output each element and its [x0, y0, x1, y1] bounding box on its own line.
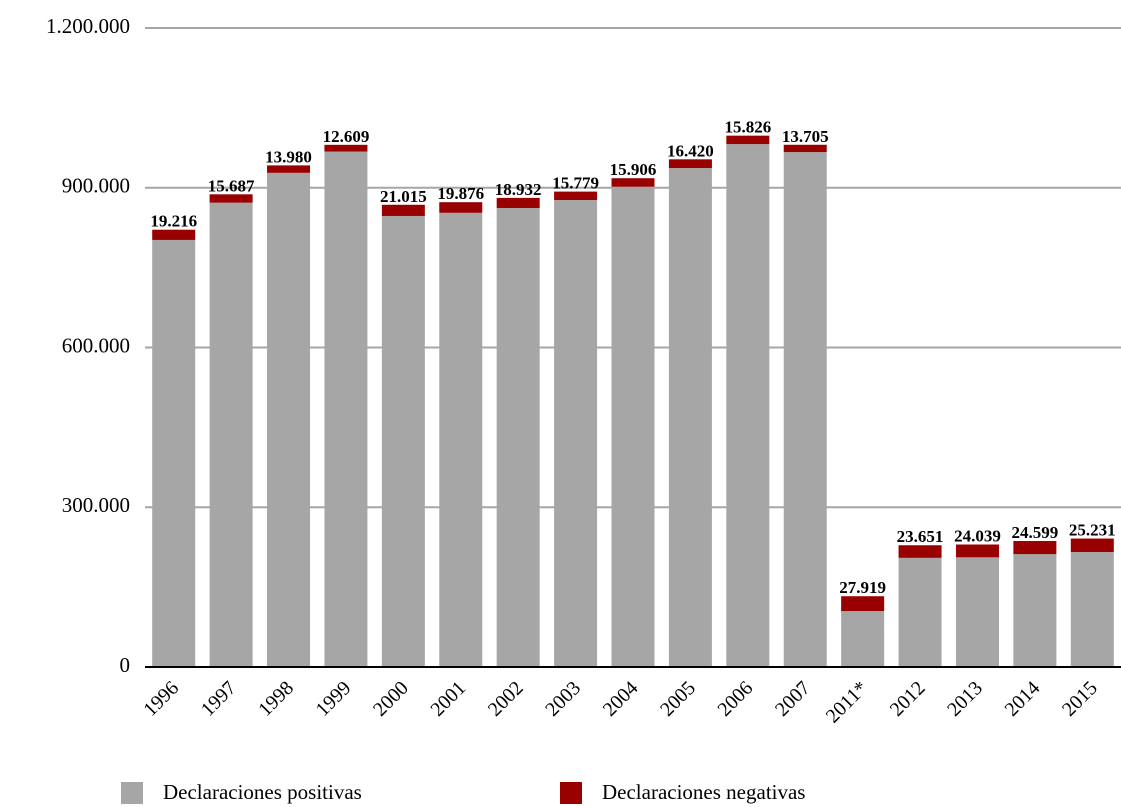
data-label: 12.609	[323, 127, 370, 146]
bar-segment	[898, 545, 942, 558]
data-label: 16.420	[667, 141, 714, 160]
data-label: 23.651	[897, 527, 944, 546]
x-tick-label: 1998	[254, 677, 298, 721]
bar-segment	[267, 172, 311, 667]
bar-segment	[668, 159, 712, 169]
legend-label: Declaraciones positivas	[163, 780, 362, 804]
x-tick-label: 2011*	[822, 677, 872, 727]
data-label: 19.216	[150, 212, 197, 231]
bar-segment	[1070, 551, 1114, 667]
bar-segment	[841, 611, 885, 667]
x-tick-label: 2012	[886, 677, 930, 721]
data-label: 15.687	[208, 176, 255, 195]
legend-swatch	[121, 782, 143, 804]
bar-segment	[324, 144, 368, 152]
data-label: 13.980	[265, 147, 312, 166]
bar-segment	[783, 144, 827, 153]
data-label: 15.779	[552, 174, 599, 193]
data-label: 24.599	[1012, 523, 1059, 542]
bar-segment	[841, 596, 885, 612]
bar-segment	[726, 144, 770, 667]
data-label: 13.705	[782, 127, 829, 146]
bar-segment	[783, 152, 827, 667]
y-tick-label: 900.000	[62, 174, 130, 198]
bar-segment	[1013, 554, 1057, 667]
bar-segment	[611, 178, 655, 187]
bar-segment	[554, 199, 598, 667]
data-label: 24.039	[954, 527, 1001, 546]
data-label: 25.231	[1069, 521, 1116, 540]
bar-segment	[152, 229, 196, 240]
bar-segment	[324, 151, 368, 668]
x-tick-label: 2002	[484, 677, 528, 721]
legend-label: Declaraciones negativas	[602, 780, 805, 804]
bar-segment	[209, 194, 253, 203]
x-tick-label: 2013	[943, 677, 987, 721]
bar-segment	[668, 168, 712, 668]
bar-segment	[439, 212, 483, 667]
x-tick-label: 2014	[1001, 677, 1045, 721]
bar-segment	[1070, 538, 1114, 552]
legend-swatch	[560, 782, 582, 804]
bar-segment	[381, 204, 425, 216]
x-tick-label: 2003	[541, 677, 585, 721]
x-tick-label: 2006	[714, 677, 758, 721]
y-tick-label: 600.000	[62, 333, 130, 357]
y-tick-label: 1.200.000	[46, 14, 130, 38]
bar-segment	[955, 557, 999, 667]
data-label: 15.906	[610, 160, 657, 179]
bar-segment	[554, 191, 598, 200]
bar-segment	[496, 207, 540, 668]
y-tick-label: 0	[120, 653, 131, 677]
bar-segment	[955, 544, 999, 558]
data-label: 21.015	[380, 187, 427, 206]
x-tick-label: 2007	[771, 677, 815, 721]
bar-segment	[726, 135, 770, 145]
data-label: 15.826	[724, 118, 771, 137]
x-tick-label: 2015	[1058, 677, 1102, 721]
bar-segment	[496, 197, 540, 208]
x-tick-label: 2001	[426, 677, 470, 721]
x-tick-label: 1999	[312, 677, 356, 721]
data-label: 18.932	[495, 180, 542, 199]
bar-segment	[898, 557, 942, 667]
x-tick-label: 2000	[369, 677, 413, 721]
x-tick-label: 2005	[656, 677, 700, 721]
bar-segment	[209, 202, 253, 667]
bar-segment	[439, 202, 483, 213]
bar-segment	[267, 165, 311, 173]
data-label: 19.876	[437, 184, 484, 203]
bar-segment	[152, 239, 196, 667]
bar-segment	[1013, 541, 1057, 555]
y-tick-label: 300.000	[62, 493, 130, 517]
x-tick-label: 1997	[197, 677, 241, 721]
bar-segment	[381, 215, 425, 667]
x-tick-label: 1996	[139, 677, 183, 721]
x-tick-label: 2004	[599, 677, 643, 721]
bar-segment	[611, 186, 655, 667]
data-label: 27.919	[839, 578, 886, 597]
